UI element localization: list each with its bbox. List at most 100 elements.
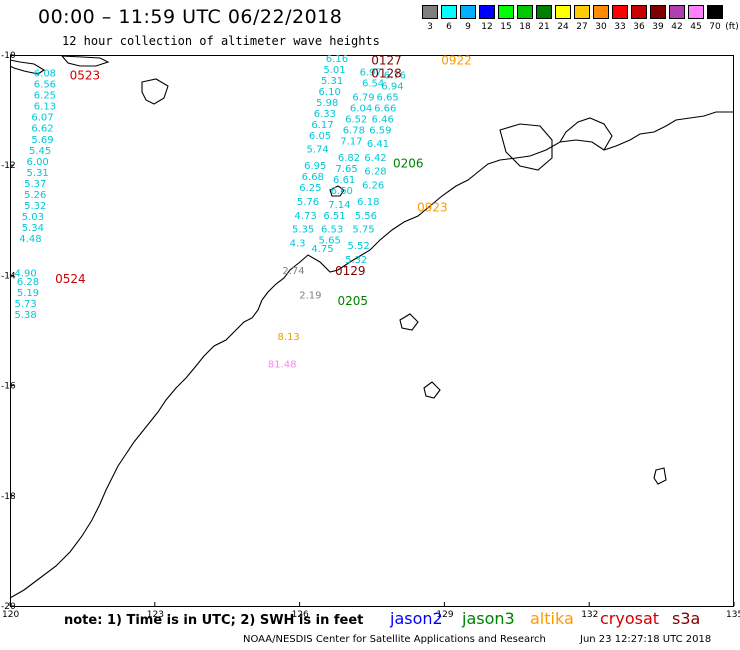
wave-height-value: 7.17 <box>340 136 362 147</box>
generated-time: Jun 23 12:27:18 UTC 2018 <box>580 634 712 645</box>
map-frame[interactable] <box>10 55 734 607</box>
x-tick-label: 120 <box>2 610 19 620</box>
wave-height-value: 5.56 <box>355 211 377 222</box>
coastline-segment <box>9 59 46 75</box>
satellite-jason3: jason3 <box>462 609 515 628</box>
wave-height-value: 6.97 <box>360 68 382 79</box>
satellite-altika: altika <box>530 609 574 628</box>
legend-label: 42 <box>671 22 683 32</box>
wave-height-value: 4.90 <box>14 269 36 280</box>
legend-swatch <box>498 5 514 19</box>
legend-swatch <box>441 5 457 19</box>
wave-height-value: 5.32 <box>24 201 46 212</box>
coastline <box>9 55 734 599</box>
wave-height-value: 6.94 <box>381 81 403 92</box>
wave-height-value: 5.01 <box>323 65 345 76</box>
coastline-segment <box>9 299 263 599</box>
coastline-segment <box>60 55 110 67</box>
legend-label: 3 <box>427 22 433 32</box>
wave-height-value: 5.75 <box>352 225 374 236</box>
page-title: 00:00 – 11:59 UTC 06/22/2018 <box>38 6 343 28</box>
legend-swatch <box>460 5 476 19</box>
legend-swatch <box>707 5 723 19</box>
legend-label: 39 <box>652 22 664 32</box>
legend-label: 15 <box>500 22 512 32</box>
y-tick-label: -10 <box>1 51 16 61</box>
wave-height-value: 4.75 <box>311 244 333 255</box>
wave-height-value: 5.98 <box>316 98 338 109</box>
wave-height-value: 4.73 <box>294 211 316 222</box>
wave-height-value: 6.28 <box>17 277 39 288</box>
wave-height-value: 5.31 <box>27 168 49 179</box>
coastline-segment <box>499 123 553 171</box>
x-tick-label: 126 <box>292 610 309 620</box>
legend-swatch <box>631 5 647 19</box>
legend-label: 24 <box>557 22 569 32</box>
wave-height-value: 5.03 <box>22 212 44 223</box>
axis-ticks: 120 123 126 129 132 135 -10 -12 -14 -16 -18 -20 <box>1 51 740 620</box>
y-tick-label: -16 <box>1 382 16 392</box>
pass-time-label: 0128 <box>371 67 402 81</box>
wave-height-value: 5.38 <box>14 310 36 321</box>
pass-time-label: 0523 <box>70 68 101 82</box>
wave-height-value: 6.62 <box>31 124 53 135</box>
legend-label: 36 <box>633 22 645 32</box>
wave-height-value: 5.26 <box>24 190 46 201</box>
legend-swatch <box>422 5 438 19</box>
x-tick-label: 132 <box>581 610 598 620</box>
wave-height-value: 5.69 <box>31 135 53 146</box>
wave-height-value: 6.53 <box>321 225 343 236</box>
legend-label: 27 <box>576 22 588 32</box>
wave-height-value: 6.51 <box>323 211 345 222</box>
wave-height-value: 5.31 <box>321 76 343 87</box>
wave-height-value: 6.16 <box>326 54 348 65</box>
wave-height-value: 5.32 <box>345 255 367 266</box>
wave-height-value: 6.10 <box>319 87 341 98</box>
pass-time-label: 0923 <box>417 201 448 215</box>
pass-time-label: 0127 <box>371 53 402 67</box>
wave-height-value: 6.82 <box>338 153 360 164</box>
wave-height-value: 4.3 <box>290 238 306 249</box>
wave-height-value: 6.33 <box>314 109 336 120</box>
wave-height-value: 5.34 <box>22 223 44 234</box>
wave-height-value: 6.76 <box>384 70 406 81</box>
wave-height-value: 7.14 <box>328 200 350 211</box>
wave-height-value: 5.52 <box>348 241 370 252</box>
page-subtitle: 12 hour collection of altimeter wave hei… <box>62 34 380 48</box>
wave-height-value: 2.74 <box>282 266 304 277</box>
credit-text: NOAA/NESDIS Center for Satellite Applica… <box>243 634 546 645</box>
wave-height-value: 6.41 <box>367 139 389 150</box>
legend-label: 70 <box>709 22 721 32</box>
wave-height-value: 6.00 <box>27 157 49 168</box>
wave-height-value: 6.07 <box>31 113 53 124</box>
pass-time-label: 0205 <box>337 294 368 308</box>
wave-height-value: 5.45 <box>29 146 51 157</box>
wave-height-value: 6.42 <box>364 153 386 164</box>
legend-swatch <box>574 5 590 19</box>
legend-swatch <box>479 5 495 19</box>
wave-height-value: 6.25 <box>34 91 56 102</box>
coastline-segment <box>261 111 734 301</box>
wave-height-value: 6.05 <box>309 131 331 142</box>
wave-height-value: 5.35 <box>292 225 314 236</box>
satellite-jason2: jason2 <box>390 609 443 628</box>
wave-height-value: 81.48 <box>268 360 297 371</box>
legend-swatch <box>555 5 571 19</box>
wave-height-value: 8.13 <box>278 332 300 343</box>
wave-height-value: 6.95 <box>304 161 326 172</box>
pass-time-label: 0524 <box>55 272 86 286</box>
pass-time-label: 0129 <box>335 264 366 278</box>
coastline-segment <box>423 381 441 399</box>
pass-time-label: 0922 <box>441 53 472 67</box>
legend-swatch <box>650 5 666 19</box>
y-tick-label: -18 <box>1 492 16 502</box>
pass-time-label: 0206 <box>393 156 424 170</box>
legend-label: 30 <box>595 22 607 32</box>
wave-height-value: 6.65 <box>376 92 398 103</box>
coastline-segment <box>653 467 667 485</box>
satellite-cryosat: cryosat <box>600 609 660 628</box>
legend-swatch <box>517 5 533 19</box>
x-tick-label: 123 <box>147 610 164 620</box>
wave-height-value: 5.19 <box>17 288 39 299</box>
